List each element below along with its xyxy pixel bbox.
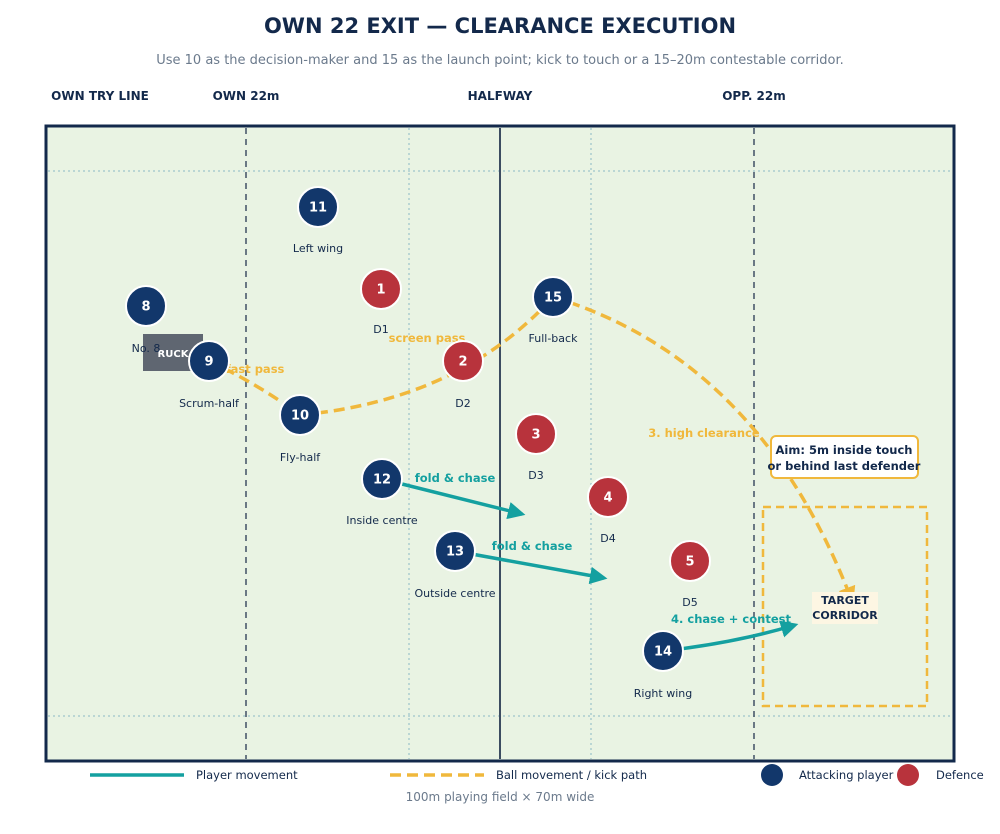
defender-5: 5 D5 <box>669 540 711 609</box>
player-marker <box>669 540 711 582</box>
defender-2: 2 D2 <box>442 340 484 410</box>
target-label-bg <box>812 592 878 624</box>
zone-label-own-22: OWN 22m <box>213 89 280 103</box>
player-number: 12 <box>373 473 391 488</box>
player-marker <box>279 394 321 436</box>
annotation-chase-contest: 4. chase + contest <box>671 612 791 626</box>
legend-ball-movement-label: Ball movement / kick path <box>496 768 647 782</box>
attacking-player-12: 12 Inside centre <box>346 458 418 527</box>
diagram-title: OWN 22 EXIT — CLEARANCE EXECUTION <box>264 14 736 38</box>
player-number: 13 <box>446 545 464 560</box>
attacking-player-10: 10 Fly-half <box>279 394 321 464</box>
movement-arrow-12 <box>381 477 526 520</box>
player-marker <box>188 340 230 382</box>
annotation-fold-chase-13: fold & chase <box>492 539 573 553</box>
player-role-label: No. 8 <box>132 342 161 355</box>
target-corridor-label: TARGET CORRIDOR <box>812 592 878 624</box>
kick-path-high-clearance <box>552 295 856 605</box>
player-role-label: Fly-half <box>280 451 321 464</box>
player-role-label: D2 <box>455 397 470 410</box>
player-marker <box>125 285 167 327</box>
movement-arrow-13 <box>454 549 608 585</box>
diagram-subtitle: Use 10 as the decision-maker and 15 as t… <box>156 53 844 68</box>
player-role-label: Scrum-half <box>179 397 240 410</box>
defender-3: 3 D3 <box>515 413 557 482</box>
legend: Player movement Ball movement / kick pat… <box>90 764 984 786</box>
player-number: 11 <box>309 201 327 216</box>
legend-defence-swatch <box>897 764 919 786</box>
player-marker <box>587 476 629 518</box>
target-label-line1: TARGET <box>821 594 869 607</box>
player-number: 8 <box>141 300 150 315</box>
zone-label-own-try-line: OWN TRY LINE <box>51 89 149 103</box>
player-role-label: D3 <box>528 469 543 482</box>
player-role-label: Outside centre <box>414 587 495 600</box>
annotation-high-clearance: 3. high clearance <box>648 426 760 440</box>
defender-4: 4 D4 <box>587 476 629 545</box>
player-role-label: D4 <box>600 532 615 545</box>
player-number: 10 <box>291 409 309 424</box>
field-dimensions-note: 100m playing field × 70m wide <box>406 790 595 804</box>
attacking-player-13: 13 Outside centre <box>414 530 496 600</box>
players-layer: 1 D1 2 D2 3 D3 4 D4 5 D5 8 No. 8 9 Scrum-half 10 Fly-ha… <box>125 186 711 700</box>
player-role-label: Full-back <box>529 332 579 345</box>
aim-callout: Aim: 5m inside touch or behind last defe… <box>768 435 921 479</box>
player-marker <box>442 340 484 382</box>
zone-label-opp-22: OPP. 22m <box>722 89 786 103</box>
player-marker <box>297 186 339 228</box>
attacking-player-15: 15 Full-back <box>529 276 579 345</box>
player-number: 2 <box>458 355 467 370</box>
zone-label-halfway: HALFWAY <box>468 89 533 103</box>
attacking-player-9: 9 Scrum-half <box>179 340 240 410</box>
annotation-fold-chase-12: fold & chase <box>415 471 496 485</box>
player-number: 15 <box>544 291 562 306</box>
player-role-label: Left wing <box>293 242 343 255</box>
player-marker <box>361 458 403 500</box>
ruck-label: RUCK <box>158 349 190 360</box>
defender-1: 1 D1 <box>360 268 402 336</box>
player-marker <box>642 630 684 672</box>
player-marker <box>434 530 476 572</box>
player-number: 1 <box>376 283 385 298</box>
player-number: 14 <box>654 645 672 660</box>
player-role-label: D5 <box>682 596 697 609</box>
attacking-player-14: 14 Right wing <box>634 630 692 700</box>
player-role-label: D1 <box>373 323 388 336</box>
player-number: 3 <box>531 428 540 443</box>
annotation-fast-pass: fast pass <box>226 362 285 376</box>
aim-callout-box <box>770 435 919 479</box>
annotation-screen-pass: screen pass <box>389 331 466 345</box>
player-marker <box>515 413 557 455</box>
player-number: 9 <box>204 355 213 370</box>
legend-attacking-swatch <box>761 764 783 786</box>
player-number: 5 <box>685 555 694 570</box>
target-label-line2: CORRIDOR <box>812 609 878 622</box>
player-marker <box>532 276 574 318</box>
attacking-player-11: 11 Left wing <box>293 186 343 255</box>
player-role-label: Right wing <box>634 687 692 700</box>
aim-callout-line1: Aim: 5m inside touch <box>776 443 913 457</box>
pass-path-10-to-15 <box>299 295 555 417</box>
attacking-player-8: 8 No. 8 <box>125 285 167 355</box>
legend-defence-label: Defence <box>936 768 984 782</box>
player-number: 4 <box>603 491 612 506</box>
target-corridor-box <box>761 505 929 708</box>
aim-callout-line2: or behind last defender <box>768 459 921 473</box>
legend-attacking-label: Attacking player <box>799 768 894 782</box>
legend-player-movement-label: Player movement <box>196 768 298 782</box>
player-role-label: Inside centre <box>346 514 418 527</box>
player-marker <box>360 268 402 310</box>
